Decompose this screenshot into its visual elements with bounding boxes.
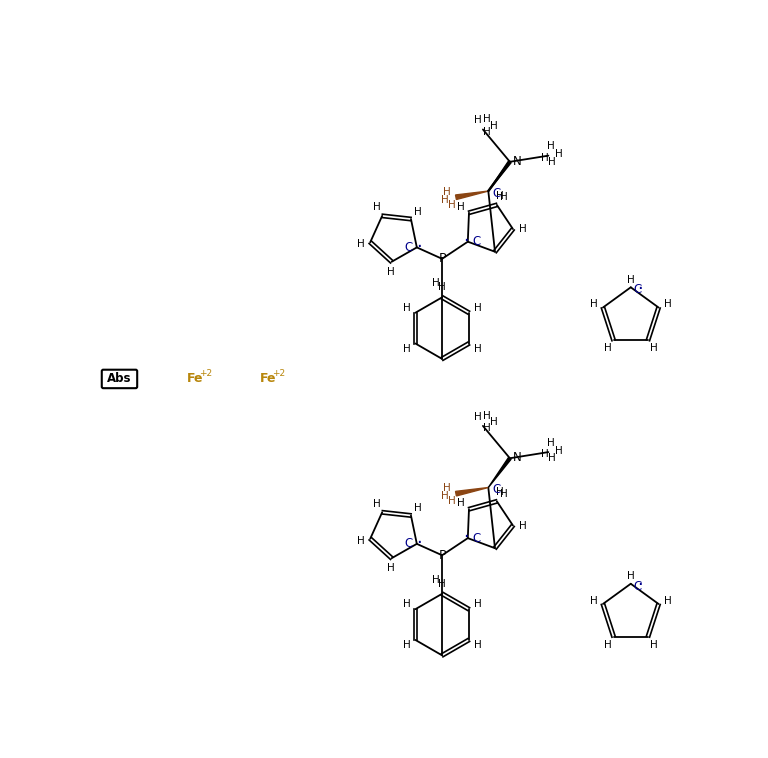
Text: ·: · [416, 534, 422, 552]
Text: Abs: Abs [108, 372, 132, 385]
Text: H: H [519, 224, 527, 234]
Polygon shape [488, 457, 511, 487]
Text: H: H [554, 446, 562, 456]
Text: ·: · [637, 280, 643, 298]
Text: H: H [500, 193, 508, 202]
Text: H: H [475, 412, 482, 421]
Text: H: H [403, 302, 411, 313]
Text: H: H [650, 343, 657, 353]
Text: H: H [627, 571, 634, 581]
Text: C: C [404, 537, 412, 550]
Text: H: H [443, 186, 451, 197]
Text: ·: · [416, 237, 422, 255]
Text: H: H [403, 640, 411, 650]
Text: H: H [443, 484, 451, 493]
Text: H: H [457, 498, 465, 508]
Text: C: C [472, 235, 481, 248]
Text: H: H [474, 343, 482, 353]
Polygon shape [488, 161, 511, 191]
Text: H: H [541, 153, 548, 163]
Text: Fe: Fe [187, 372, 203, 385]
Text: N: N [513, 155, 521, 168]
Text: H: H [442, 195, 449, 205]
Text: H: H [403, 343, 411, 353]
Text: H: H [664, 596, 672, 606]
Text: H: H [356, 536, 364, 546]
Text: H: H [483, 114, 491, 124]
Text: H: H [519, 521, 527, 531]
Text: H: H [664, 299, 672, 309]
Text: H: H [547, 142, 554, 152]
Text: H: H [457, 202, 465, 211]
Text: ·: · [637, 576, 643, 594]
Text: H: H [449, 200, 456, 210]
Text: C: C [634, 283, 642, 296]
Text: H: H [490, 417, 498, 427]
Text: H: H [475, 115, 482, 125]
Text: C: C [404, 241, 412, 254]
Text: H: H [439, 282, 446, 293]
Text: H: H [442, 491, 449, 501]
Text: H: H [541, 449, 548, 459]
Text: H: H [604, 640, 611, 650]
Text: H: H [356, 240, 364, 249]
Text: ·: · [463, 528, 468, 547]
Text: H: H [414, 207, 422, 217]
Text: P: P [439, 549, 446, 562]
Text: C: C [634, 580, 642, 593]
Text: H: H [474, 599, 482, 609]
Text: H: H [474, 640, 482, 650]
Text: H: H [432, 575, 440, 585]
Text: H: H [548, 453, 556, 463]
Text: +2: +2 [272, 369, 285, 378]
Text: P: P [439, 252, 446, 265]
Text: H: H [387, 267, 395, 277]
Text: H: H [604, 343, 611, 353]
Text: H: H [496, 190, 505, 201]
Text: C: C [472, 531, 481, 545]
Text: H: H [373, 499, 381, 509]
Text: H: H [483, 423, 491, 434]
Text: H: H [500, 489, 508, 499]
Text: C: C [492, 484, 501, 496]
Text: H: H [474, 302, 482, 313]
Text: H: H [414, 503, 422, 513]
Text: H: H [490, 121, 498, 130]
Text: ·: · [463, 232, 468, 250]
Text: Fe: Fe [260, 372, 276, 385]
Text: H: H [496, 487, 505, 497]
FancyBboxPatch shape [102, 370, 137, 388]
Text: N: N [513, 451, 521, 464]
Text: H: H [387, 563, 395, 573]
Text: H: H [439, 579, 446, 589]
Text: H: H [432, 278, 440, 289]
Text: H: H [554, 149, 562, 159]
Polygon shape [455, 191, 488, 199]
Text: H: H [590, 299, 598, 309]
Text: H: H [547, 438, 554, 448]
Text: H: H [483, 411, 491, 421]
Text: C: C [492, 187, 501, 200]
Text: +2: +2 [199, 369, 212, 378]
Text: H: H [403, 599, 411, 609]
Polygon shape [455, 487, 488, 496]
Text: H: H [373, 202, 381, 212]
Text: H: H [449, 496, 456, 506]
Text: H: H [627, 274, 634, 284]
Text: H: H [483, 127, 491, 136]
Text: H: H [650, 640, 657, 650]
Text: H: H [548, 157, 556, 167]
Text: H: H [590, 596, 598, 606]
